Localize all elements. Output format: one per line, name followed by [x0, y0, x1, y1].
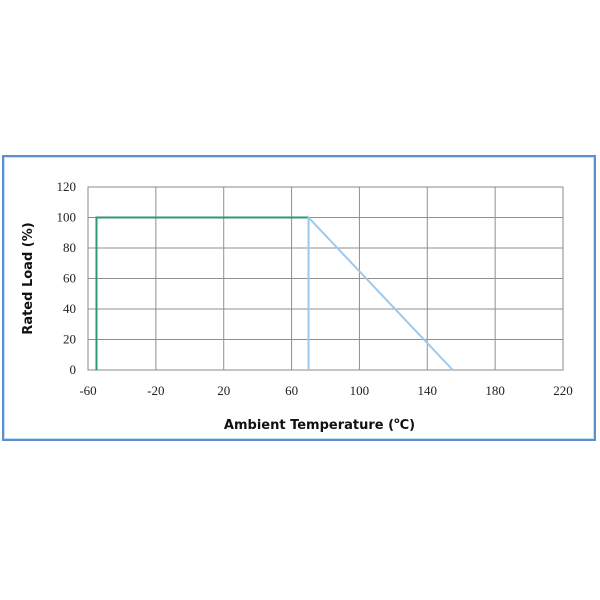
x-tick-label: -60	[79, 383, 96, 398]
series-line-1	[95, 216, 309, 370]
y-tick-label: 40	[63, 301, 76, 316]
plot-area-border	[87, 186, 564, 371]
y-tick-label: 60	[63, 271, 76, 286]
y-tick-label: 0	[70, 362, 77, 377]
x-axis-title-main: Ambient Temperature (	[224, 418, 394, 433]
series-layer	[95, 214, 454, 371]
y-tick-label: 120	[57, 179, 77, 194]
x-tick-label: 60	[285, 383, 298, 398]
x-tick-label: 100	[350, 383, 370, 398]
y-tick-label: 20	[63, 332, 76, 347]
series-line-2	[307, 214, 454, 371]
x-axis-title-tail: C)	[400, 418, 415, 433]
y-axis-title: Rated Load (%)	[21, 222, 36, 334]
x-tick-label: 140	[418, 383, 438, 398]
x-tick-label: 180	[485, 383, 505, 398]
grid	[87, 186, 564, 371]
x-tick-label: -20	[147, 383, 164, 398]
chart-frame	[2, 155, 596, 441]
x-axis-title-degree: o	[394, 416, 400, 425]
x-axis-title: Ambient Temperature (oC)	[224, 416, 415, 433]
x-tick-labels: -60 -20 20 60 100 140 180 220	[79, 383, 572, 398]
x-tick-label: 220	[553, 383, 573, 398]
x-tick-label: 20	[217, 383, 230, 398]
y-tick-labels: 0 20 40 60 80 100 120	[57, 179, 77, 377]
y-tick-label: 80	[63, 240, 76, 255]
y-tick-label: 100	[57, 210, 77, 225]
